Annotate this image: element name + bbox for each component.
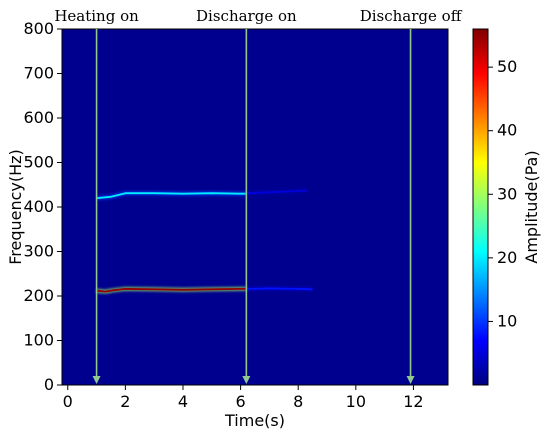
y-tick-label: 500 [23, 153, 54, 172]
y-axis-label: Frequency(Hz) [6, 149, 25, 265]
event-label: Heating on [54, 7, 139, 25]
plot-area [62, 29, 448, 385]
second-harmonic-line [96, 192, 247, 199]
x-tick-label: 12 [403, 392, 423, 411]
x-tick-label: 0 [63, 392, 73, 411]
y-tick-label: 0 [44, 375, 54, 394]
fundamental-line [96, 287, 247, 293]
x-axis: 0 2 4 6 8 10 12 [63, 385, 424, 411]
y-tick-label: 300 [23, 242, 54, 261]
y-tick-label: 100 [23, 331, 54, 350]
event-arrowhead [406, 376, 415, 384]
colorbar-tick-label: 50 [497, 57, 517, 76]
colorbar [472, 28, 489, 386]
event-label: Discharge on [196, 7, 297, 25]
colorbar-ticks: 10 20 30 40 50 [488, 57, 517, 330]
fundamental-decay-line [246, 287, 313, 291]
colorbar-tick-label: 20 [497, 248, 517, 267]
x-tick-label: 8 [293, 392, 303, 411]
colorbar-tick-label: 10 [497, 311, 517, 330]
y-tick-label: 700 [23, 64, 54, 83]
colorbar-tick-label: 40 [497, 121, 517, 140]
y-tick-label: 200 [23, 286, 54, 305]
x-tick-label: 10 [346, 392, 366, 411]
x-tick-label: 4 [178, 392, 188, 411]
y-axis: 0 100 200 300 400 500 600 700 800 [23, 19, 62, 394]
y-tick-label: 800 [23, 19, 54, 38]
event-arrowhead [242, 376, 251, 384]
colorbar-tick-label: 30 [497, 184, 517, 203]
x-axis-label: Time(s) [224, 411, 285, 430]
second-harmonic-decay-line [246, 189, 307, 195]
event-annotations: Heating on Discharge on Discharge off [54, 7, 463, 384]
y-tick-label: 600 [23, 108, 54, 127]
x-tick-label: 6 [236, 392, 246, 411]
event-label: Discharge off [360, 7, 463, 25]
event-arrowhead [92, 376, 101, 384]
spectrogram-marks [96, 188, 313, 294]
y-tick-label: 400 [23, 197, 54, 216]
colorbar-label: Amplitude(Pa) [522, 150, 541, 263]
x-tick-label: 2 [120, 392, 130, 411]
